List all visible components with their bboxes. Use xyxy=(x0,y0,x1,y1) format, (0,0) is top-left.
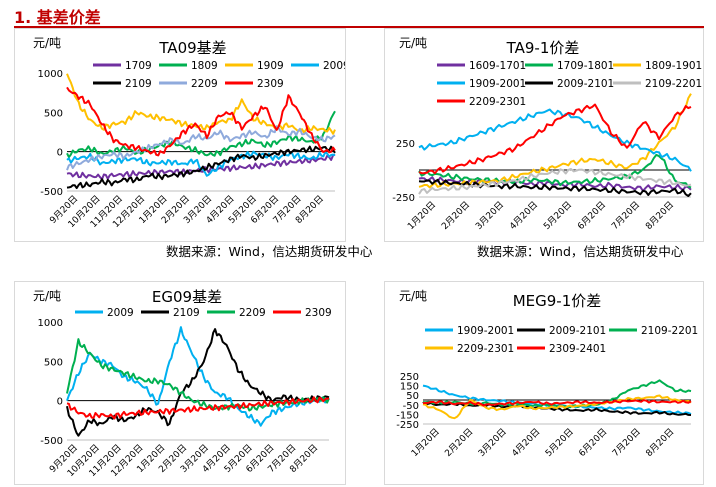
legend-label: 1609-1701 xyxy=(469,60,526,72)
x-tick-label: 2月20日 xyxy=(443,426,476,459)
series-line xyxy=(66,86,336,157)
series-line xyxy=(66,326,330,427)
x-tick-label: 2月20日 xyxy=(439,199,472,232)
x-tick-label: 7月20日 xyxy=(609,199,642,232)
chart-title: TA09基差 xyxy=(158,39,226,57)
series-line xyxy=(66,396,330,420)
legend-label: 2109-2201 xyxy=(641,325,698,337)
y-tick-label: 500 xyxy=(44,357,63,368)
legend-label: 2209-2301 xyxy=(469,96,526,108)
x-tick-label: 8月20日 xyxy=(644,426,677,459)
y-tick-label: 1000 xyxy=(38,69,63,80)
legend-label: 1709-1801 xyxy=(557,60,614,72)
section-divider xyxy=(14,26,704,28)
series-line xyxy=(422,399,692,407)
legend-label: 2009 xyxy=(323,60,345,72)
y-tick-label: 150 xyxy=(400,382,419,393)
ta9-1-spread-plot: TA9-1价差 元/吨 1609-1701 1709-1801 1809-1901 190… xyxy=(392,36,702,232)
series-line xyxy=(66,73,336,135)
legend-label: 1709 xyxy=(125,60,152,72)
series-line xyxy=(418,103,692,175)
legend-label: 1909 xyxy=(257,60,284,72)
x-tick-label: 3月20日 xyxy=(476,426,509,459)
y-tick-label: -250 xyxy=(392,193,415,204)
y-axis-unit: 元/吨 xyxy=(33,36,61,50)
meg9-1-spread-plot: MEG9-1价差 元/吨 1909-2001 2009-2101 2109-2201 22… xyxy=(396,289,698,459)
x-tick-label: 1月20日 xyxy=(409,426,442,459)
legend-label: 2209 xyxy=(239,307,266,319)
y-tick-label: 0 xyxy=(57,397,63,408)
y-tick-label: -500 xyxy=(40,436,63,447)
series-line xyxy=(66,328,330,437)
series-line xyxy=(66,125,336,171)
series-line xyxy=(418,108,692,172)
series-line xyxy=(66,110,336,159)
data-source-right: 数据来源：Wind，信达期货研发中心 xyxy=(477,244,684,259)
legend-label: 1809-1901 xyxy=(645,60,702,72)
chart-title: TA9-1价差 xyxy=(506,39,580,57)
legend-label: 2009-2101 xyxy=(549,325,606,337)
y-tick-label: -250 xyxy=(396,420,419,431)
chart-title: EG09基差 xyxy=(152,288,222,306)
eg09-basis-chart: EG09基差 元/吨 2009 2109 2209 2309 -500 0 500 1000 9月2… xyxy=(14,281,346,485)
x-tick-label: 1月20日 xyxy=(405,199,438,232)
legend-label: 1909-2001 xyxy=(469,78,526,90)
y-tick-label: 250 xyxy=(396,139,415,150)
x-tick-label: 6月20日 xyxy=(577,426,610,459)
y-tick-label: -150 xyxy=(396,410,419,421)
y-axis-unit: 元/吨 xyxy=(399,289,427,303)
legend-label: 2009-2101 xyxy=(557,78,614,90)
section-heading: 1. 基差价差 xyxy=(14,8,101,27)
legend-label: 1909-2001 xyxy=(457,325,514,337)
y-axis-unit: 元/吨 xyxy=(399,36,427,50)
ta09-basis-plot: TA09基差 元/吨 1709 1809 1909 2009 2109 2209 2309 -50… xyxy=(33,36,345,230)
y-tick-label: 0 xyxy=(57,148,63,159)
legend-label: 2309 xyxy=(305,307,332,319)
ta9-1-spread-chart: TA9-1价差 元/吨 1609-1701 1709-1801 1809-1901 190… xyxy=(384,28,704,242)
y-tick-label: 250 xyxy=(400,372,419,383)
series-line xyxy=(418,153,692,189)
data-source-left: 数据来源：Wind，信达期货研发中心 xyxy=(166,244,373,259)
y-axis-unit: 元/吨 xyxy=(33,289,61,303)
series-line xyxy=(66,153,336,181)
y-tick-label: -50 xyxy=(403,401,419,412)
legend-label: 2309-2401 xyxy=(549,343,606,355)
meg9-1-spread-chart: MEG9-1价差 元/吨 1909-2001 2009-2101 2109-2201 22… xyxy=(384,281,704,485)
y-tick-label: -500 xyxy=(40,187,63,198)
x-tick-label: 7月20日 xyxy=(610,426,643,459)
y-tick-label: 500 xyxy=(44,108,63,119)
x-tick-label: 3月20日 xyxy=(473,199,506,232)
legend-label: 2209-2301 xyxy=(457,343,514,355)
series-line xyxy=(418,178,692,197)
legend-label: 2109 xyxy=(173,307,200,319)
ta09-basis-chart: TA09基差 元/吨 1709 1809 1909 2009 2109 2209 2309 -50… xyxy=(14,28,346,242)
x-tick-label: 4月20日 xyxy=(507,199,540,232)
x-tick-label: 4月20日 xyxy=(510,426,543,459)
legend-label: 2209 xyxy=(191,78,218,90)
y-tick-label: 50 xyxy=(406,391,419,402)
legend-label: 1809 xyxy=(191,60,218,72)
series-line xyxy=(418,93,692,189)
x-tick-label: 5月20日 xyxy=(541,199,574,232)
legend-label: 2109-2201 xyxy=(645,78,702,90)
series-line xyxy=(66,145,336,190)
y-tick-label: 1000 xyxy=(38,318,63,329)
x-tick-label: 8月20日 xyxy=(643,199,676,232)
chart-title: MEG9-1价差 xyxy=(513,292,602,310)
x-tick-label: 6月20日 xyxy=(575,199,608,232)
legend-label: 2309 xyxy=(257,78,284,90)
series-line xyxy=(66,338,330,412)
legend-label: 2109 xyxy=(125,78,152,90)
legend-label: 2009 xyxy=(107,307,134,319)
x-tick-label: 5月20日 xyxy=(543,426,576,459)
series-line xyxy=(418,168,692,195)
